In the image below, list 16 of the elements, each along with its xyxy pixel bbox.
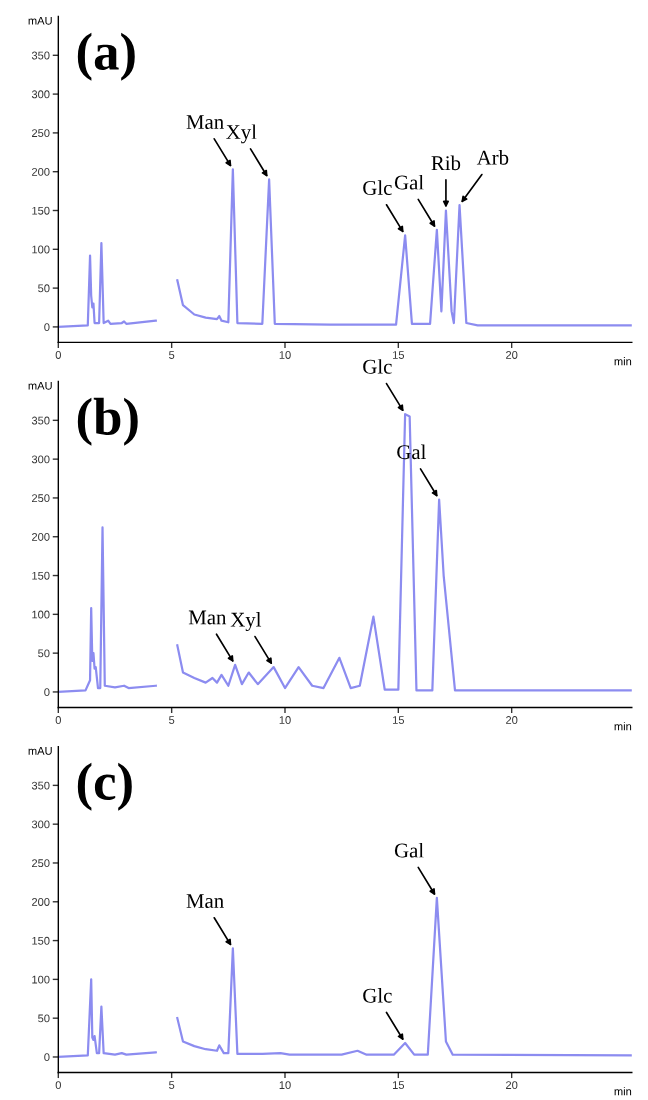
- annotation: Xyl: [230, 612, 262, 631]
- annotation: Gal: [394, 842, 424, 858]
- annotation: Gal: [397, 444, 426, 460]
- annotation: Gal: [394, 174, 424, 190]
- annotation: Rib: [431, 155, 461, 171]
- annotation: Glc: [363, 359, 392, 374]
- annotation: Glc: [363, 180, 392, 195]
- annotation: Arb: [476, 150, 509, 165]
- annotation: Man: [186, 894, 224, 908]
- annotation: Xyl: [226, 124, 257, 144]
- chart-title: (b): [77, 397, 138, 446]
- annotation: Glc: [363, 988, 392, 1003]
- annotation: Man: [188, 610, 227, 625]
- annotation: Man: [186, 115, 224, 130]
- chart-title: (c): [77, 762, 132, 811]
- chart-title: (a): [77, 32, 135, 81]
